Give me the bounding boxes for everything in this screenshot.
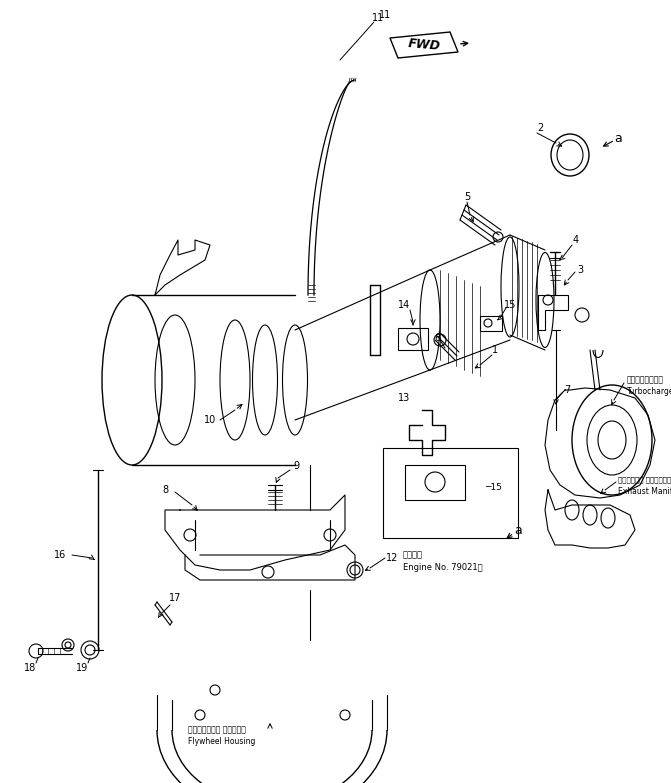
Bar bbox=[398, 328, 428, 350]
Text: FWD: FWD bbox=[407, 37, 441, 53]
Text: 11: 11 bbox=[379, 10, 391, 20]
Text: 10: 10 bbox=[204, 415, 216, 425]
Text: 12: 12 bbox=[386, 553, 398, 563]
Text: 19: 19 bbox=[76, 663, 88, 673]
Text: エキゾースト マニホールド: エキゾースト マニホールド bbox=[618, 477, 671, 483]
Bar bbox=[383, 448, 518, 538]
Text: a: a bbox=[614, 132, 622, 145]
Text: 18: 18 bbox=[24, 663, 36, 673]
Text: 14: 14 bbox=[398, 300, 410, 310]
Text: ─15: ─15 bbox=[485, 483, 502, 493]
Text: 1: 1 bbox=[492, 345, 498, 355]
Text: 4: 4 bbox=[573, 235, 579, 245]
Text: Exhaust Manifold: Exhaust Manifold bbox=[618, 488, 671, 496]
Bar bbox=[480, 316, 502, 331]
Text: 6: 6 bbox=[434, 333, 440, 343]
Text: 2: 2 bbox=[537, 123, 543, 133]
Text: 17: 17 bbox=[169, 593, 181, 603]
Text: Turbocharger: Turbocharger bbox=[627, 388, 671, 396]
Text: a: a bbox=[514, 524, 522, 536]
Bar bbox=[405, 465, 465, 500]
Text: Engine No. 79021－: Engine No. 79021－ bbox=[403, 562, 482, 572]
Text: 9: 9 bbox=[293, 461, 299, 471]
Text: 5: 5 bbox=[464, 192, 470, 202]
Text: フライホイール ハウジング: フライホイール ハウジング bbox=[188, 726, 246, 734]
Text: 11: 11 bbox=[372, 13, 384, 23]
Text: 7: 7 bbox=[564, 385, 570, 395]
Text: 8: 8 bbox=[162, 485, 168, 495]
Text: ターボチャージャ: ターボチャージャ bbox=[627, 376, 664, 384]
Text: 適用号機: 適用号機 bbox=[403, 550, 423, 560]
Text: 16: 16 bbox=[54, 550, 66, 560]
Text: 13: 13 bbox=[398, 393, 410, 403]
Text: 15: 15 bbox=[504, 300, 516, 310]
Text: Flywheel Housing: Flywheel Housing bbox=[188, 738, 256, 746]
Text: 3: 3 bbox=[577, 265, 583, 275]
